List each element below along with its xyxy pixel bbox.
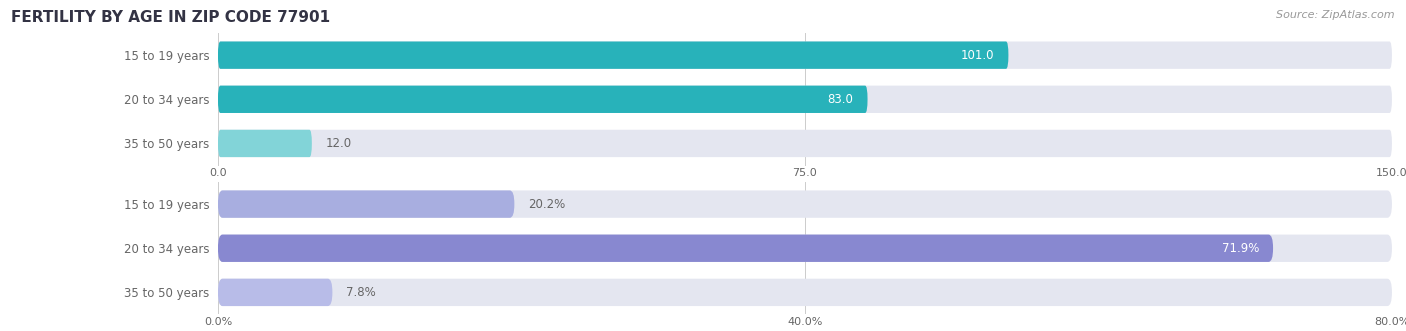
FancyBboxPatch shape bbox=[218, 279, 1392, 306]
Text: 7.8%: 7.8% bbox=[346, 286, 377, 299]
FancyBboxPatch shape bbox=[218, 86, 868, 113]
Text: Source: ZipAtlas.com: Source: ZipAtlas.com bbox=[1277, 10, 1395, 20]
FancyBboxPatch shape bbox=[218, 235, 1272, 262]
Text: 83.0: 83.0 bbox=[828, 93, 853, 106]
Text: 12.0: 12.0 bbox=[326, 137, 352, 150]
Text: 20.2%: 20.2% bbox=[529, 198, 565, 211]
FancyBboxPatch shape bbox=[218, 86, 1392, 113]
FancyBboxPatch shape bbox=[218, 130, 312, 157]
FancyBboxPatch shape bbox=[218, 41, 1008, 69]
FancyBboxPatch shape bbox=[218, 190, 515, 218]
FancyBboxPatch shape bbox=[218, 130, 1392, 157]
FancyBboxPatch shape bbox=[218, 41, 1392, 69]
FancyBboxPatch shape bbox=[218, 235, 1392, 262]
Text: 101.0: 101.0 bbox=[960, 49, 994, 62]
Text: FERTILITY BY AGE IN ZIP CODE 77901: FERTILITY BY AGE IN ZIP CODE 77901 bbox=[11, 10, 330, 25]
FancyBboxPatch shape bbox=[218, 279, 332, 306]
Text: 71.9%: 71.9% bbox=[1222, 242, 1258, 255]
FancyBboxPatch shape bbox=[218, 190, 1392, 218]
